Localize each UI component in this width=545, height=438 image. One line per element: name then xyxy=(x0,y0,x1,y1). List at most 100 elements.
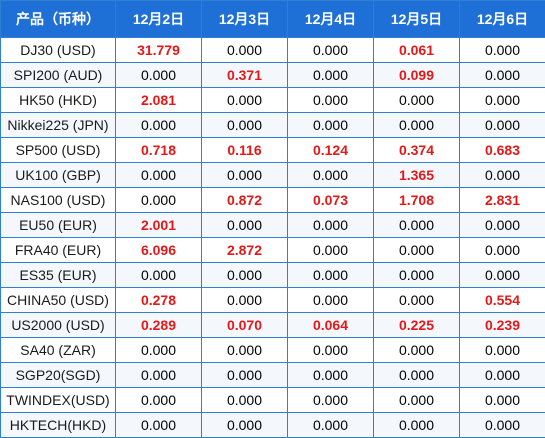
value-cell: 0.000 xyxy=(202,263,288,288)
value-cell: 0.000 xyxy=(460,163,545,188)
value-cell: 0.000 xyxy=(116,163,202,188)
column-header-date: 12月2日 xyxy=(116,1,202,38)
value-cell: 2.831 xyxy=(460,188,545,213)
value-cell: 0.000 xyxy=(202,213,288,238)
value-cell: 0.000 xyxy=(288,288,374,313)
product-cell: NAS100 (USD) xyxy=(1,188,116,213)
value-cell: 0.000 xyxy=(116,188,202,213)
value-cell: 0.000 xyxy=(460,413,545,438)
column-header-date: 12月4日 xyxy=(288,1,374,38)
value-cell: 0.000 xyxy=(460,63,545,88)
value-cell: 1.708 xyxy=(374,188,460,213)
value-cell: 0.000 xyxy=(288,113,374,138)
value-cell: 0.000 xyxy=(116,413,202,438)
value-cell: 0.278 xyxy=(116,288,202,313)
column-header-date: 12月5日 xyxy=(374,1,460,38)
value-cell: 0.718 xyxy=(116,138,202,163)
product-cell: TWINDEX(USD) xyxy=(1,388,116,413)
value-cell: 0.554 xyxy=(460,288,545,313)
value-cell: 0.000 xyxy=(116,113,202,138)
value-cell: 0.000 xyxy=(288,263,374,288)
value-cell: 2.872 xyxy=(202,238,288,263)
product-cell: FRA40 (EUR) xyxy=(1,238,116,263)
value-cell: 0.000 xyxy=(116,338,202,363)
value-cell: 0.000 xyxy=(116,263,202,288)
column-header-product: 产品（币种） xyxy=(1,1,116,38)
value-cell: 0.000 xyxy=(202,113,288,138)
value-cell: 0.000 xyxy=(460,363,545,388)
value-cell: 6.096 xyxy=(116,238,202,263)
value-cell: 0.000 xyxy=(288,338,374,363)
value-cell: 0.289 xyxy=(116,313,202,338)
value-cell: 0.000 xyxy=(288,363,374,388)
value-cell: 0.000 xyxy=(374,413,460,438)
value-cell: 0.000 xyxy=(374,263,460,288)
value-cell: 0.061 xyxy=(374,38,460,63)
value-cell: 0.000 xyxy=(460,38,545,63)
value-cell: 0.000 xyxy=(460,113,545,138)
value-cell: 0.000 xyxy=(374,238,460,263)
value-cell: 0.000 xyxy=(460,238,545,263)
value-cell: 0.000 xyxy=(288,88,374,113)
product-cell: ES35 (EUR) xyxy=(1,263,116,288)
value-cell: 0.124 xyxy=(288,138,374,163)
value-cell: 0.000 xyxy=(374,363,460,388)
value-cell: 0.371 xyxy=(202,63,288,88)
value-cell: 0.000 xyxy=(374,388,460,413)
product-cell: DJ30 (USD) xyxy=(1,38,116,63)
value-cell: 0.073 xyxy=(288,188,374,213)
value-cell: 0.000 xyxy=(374,88,460,113)
value-cell: 2.001 xyxy=(116,213,202,238)
value-cell: 0.000 xyxy=(202,288,288,313)
value-cell: 0.000 xyxy=(460,338,545,363)
product-cell: CHINA50 (USD) xyxy=(1,288,116,313)
value-cell: 0.872 xyxy=(202,188,288,213)
product-cell: HKTECH(HKD) xyxy=(1,413,116,438)
value-cell: 0.000 xyxy=(374,338,460,363)
product-cell: SP500 (USD) xyxy=(1,138,116,163)
column-header-date: 12月3日 xyxy=(202,1,288,38)
value-cell: 0.000 xyxy=(374,113,460,138)
value-cell: 0.239 xyxy=(460,313,545,338)
value-cell: 0.070 xyxy=(202,313,288,338)
value-cell: 0.000 xyxy=(288,163,374,188)
product-cell: Nikkei225 (JPN) xyxy=(1,113,116,138)
value-cell: 0.000 xyxy=(202,163,288,188)
value-cell: 0.000 xyxy=(460,263,545,288)
value-cell: 0.000 xyxy=(460,388,545,413)
value-cell: 0.000 xyxy=(288,413,374,438)
value-cell: 1.365 xyxy=(374,163,460,188)
value-cell: 0.225 xyxy=(374,313,460,338)
value-cell: 0.000 xyxy=(202,388,288,413)
product-cell: SGP20(SGD) xyxy=(1,363,116,388)
header-row: 产品（币种） 12月2日 12月3日 12月4日 12月5日 12月6日 xyxy=(1,1,545,38)
value-cell: 0.000 xyxy=(288,38,374,63)
value-cell: 0.374 xyxy=(374,138,460,163)
value-cell: 0.683 xyxy=(460,138,545,163)
value-cell: 0.000 xyxy=(288,213,374,238)
value-cell: 0.000 xyxy=(374,288,460,313)
product-cell: SPI200 (AUD) xyxy=(1,63,116,88)
value-cell: 0.000 xyxy=(374,213,460,238)
value-cell: 0.000 xyxy=(460,213,545,238)
value-cell: 2.081 xyxy=(116,88,202,113)
value-cell: 31.779 xyxy=(116,38,202,63)
value-cell: 0.000 xyxy=(460,88,545,113)
value-cell: 0.099 xyxy=(374,63,460,88)
